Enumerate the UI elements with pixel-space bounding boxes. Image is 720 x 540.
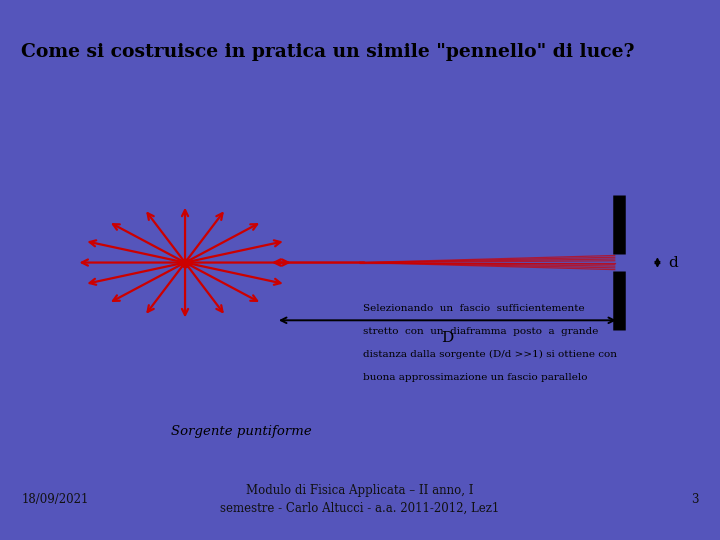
Text: buona approssimazione un fascio parallelo: buona approssimazione un fascio parallel…	[364, 373, 588, 382]
Text: Sorgente puntiforme: Sorgente puntiforme	[171, 424, 312, 437]
Text: stretto  con  un  diaframma  posto  a  grande: stretto con un diaframma posto a grande	[364, 327, 599, 336]
Text: Selezionando  un  fascio  sufficientemente: Selezionando un fascio sufficientemente	[364, 303, 585, 313]
Text: d: d	[668, 255, 678, 269]
Text: D: D	[441, 330, 454, 345]
Text: Come si costruisce in pratica un simile "pennello" di luce?: Come si costruisce in pratica un simile …	[21, 43, 634, 61]
Text: Modulo di Fisica Applicata – II anno, I
semestre - Carlo Altucci - a.a. 2011-201: Modulo di Fisica Applicata – II anno, I …	[220, 484, 500, 515]
Text: distanza dalla sorgente (D/d >>1) si ottiene con: distanza dalla sorgente (D/d >>1) si ott…	[364, 350, 618, 359]
Text: 3: 3	[691, 493, 698, 506]
Text: 18/09/2021: 18/09/2021	[22, 493, 89, 506]
